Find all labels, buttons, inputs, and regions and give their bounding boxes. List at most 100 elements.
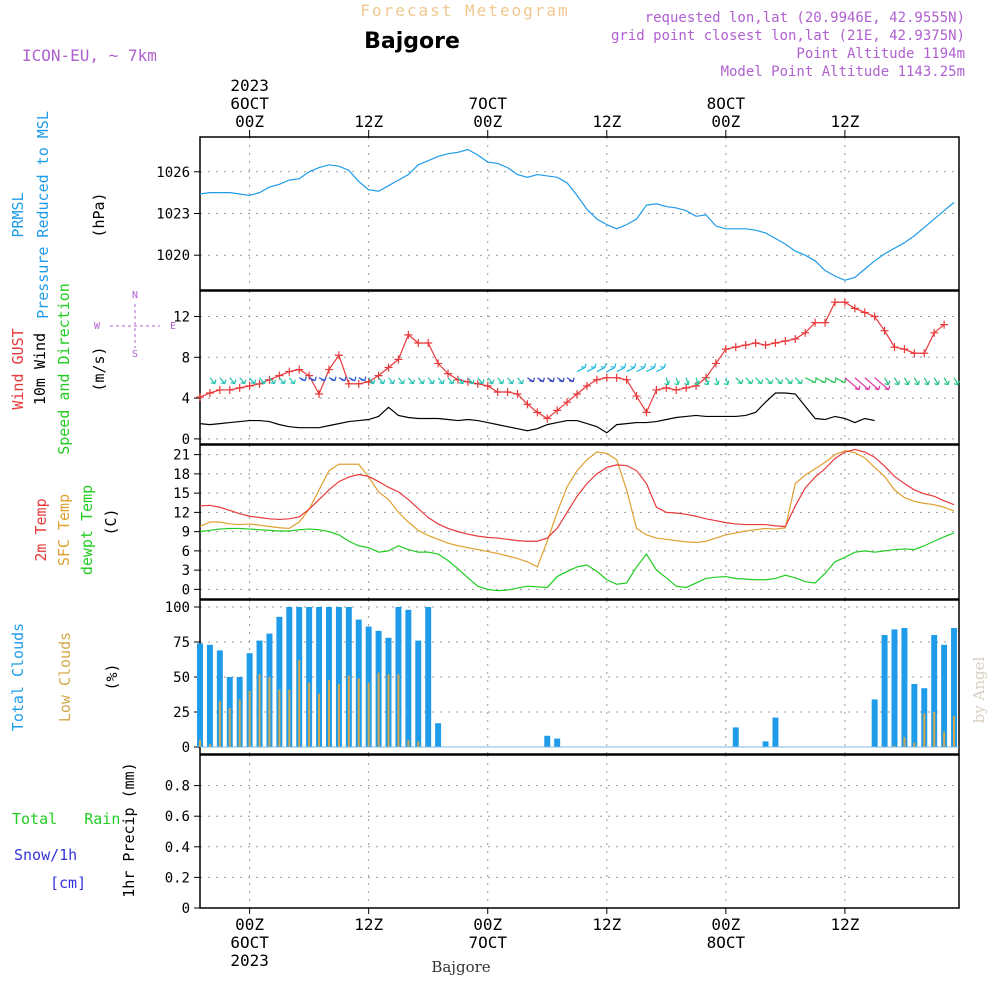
precip-labels: Total Rain Snow/1h [cm] 1hr Precip (mm) [12,762,138,897]
gust-marker-28 [473,379,482,388]
wind-arrow-head--3 [220,379,227,385]
wind-arrow-head-31 [559,377,565,383]
wind-arrow-head-52 [767,379,774,385]
gust-marker-73 [920,349,929,358]
gust-marker-47 [662,383,671,392]
wind-arrow-head-10 [350,376,357,382]
rain-label: Total Rain [12,810,120,828]
temp-labels: 2m Temp SFC Temp dewpt Temp (C) [32,485,120,575]
gust-marker-15 [344,379,353,388]
total-cloud-bar-23 [425,607,432,747]
top-hour-label-2: 00Z [473,112,502,131]
wind-arrow-head-61 [864,385,871,391]
low-cloud-bar-10 [298,660,301,747]
point-altitude: Point Altitude 1194m [796,46,965,62]
ytick-label-3-3: 75 [173,635,190,651]
gust-marker-34 [533,408,542,417]
wind-arrow-head-45 [693,380,700,386]
gust-line [199,301,945,420]
low-cloud-bar-21 [407,740,410,747]
total-cloud-bar-21 [405,609,412,747]
gust-marker-67 [860,308,869,317]
wind-arrow-45 [695,377,699,385]
low-cloud-bar-74 [933,712,936,747]
wind-arrow-head-0 [250,379,257,385]
gust-marker-44 [632,392,641,401]
wind-arrow-head-43 [674,380,680,386]
ytick-label-4-0: 0 [182,901,190,917]
wind-arrow-head-33 [580,363,587,369]
ytick-label-3-0: 0 [182,740,190,756]
wind-arrow-65 [893,377,900,385]
low-cloud-bar-22 [417,741,420,747]
wind-arrow-head-23 [478,379,485,385]
snow-label: Snow/1h [14,846,77,864]
wind-arrow-55 [794,377,802,385]
prmsl-label: PRMSL [9,192,27,237]
ytick-label-2-4: 12 [173,505,190,521]
low-cloud-bar-72 [913,742,916,747]
wind-arrow-head-14 [389,379,396,385]
bottom-hour-label-5: 12Z [830,915,859,934]
prmsl-line [199,148,955,281]
wind-arrow-14 [388,377,394,385]
wind-arrow-41 [656,367,665,373]
wind-arrow-25 [497,377,504,385]
wind-arrow--4 [209,377,216,385]
prmsl-desc-label: Pressure Reduced to MSL [34,111,52,319]
bottom-hour-label-0: 00Z [235,915,264,934]
wind-arrow-head-27 [518,379,525,385]
gust-marker-58 [771,339,780,348]
wind-arrow-head-46 [703,380,710,386]
wind-arrow-head-2 [270,379,277,385]
wind-arrow-head-65 [894,380,901,386]
total-cloud-bar-22 [415,640,422,747]
gust-marker-37 [563,398,572,407]
low-cloud-bar-11 [308,682,311,747]
wind-arrow-1 [259,377,265,385]
wind-arrow-head-25 [498,379,505,385]
wind-arrow-head-3 [280,379,286,385]
bottom-day-label-4: 8OCT [707,933,746,952]
ytick-label-3-2: 50 [173,670,190,686]
wind-arrow-head-39 [640,363,647,369]
wind-arrow-head-38 [630,363,637,369]
gust-marker-6 [255,379,264,388]
gust-marker-29 [483,381,492,390]
wind-arrow-36 [606,367,616,373]
gust-marker-9 [285,367,294,376]
wind-arrow-head-55 [797,379,803,385]
low-cloud-bar-71 [903,737,906,747]
supertitle: Forecast Meteogram [360,1,569,20]
panel-frame-2 [199,444,960,600]
total-cloud-bar-68 [871,699,878,747]
wind-arrow-49 [735,377,743,385]
gust-marker-13 [324,365,333,374]
wind-arrow-46 [705,377,709,385]
gust-marker-35 [543,414,552,423]
wind-arrow-head-17 [419,379,425,385]
gust-marker-14 [334,351,343,360]
top-day-label-2: 7OCT [468,94,507,113]
top-year-label: 2023 [230,76,269,95]
ytick-label-4-1: 0.2 [165,870,190,886]
ytick-label-1-3: 12 [173,310,190,326]
wind-arrow-head-51 [757,379,764,385]
gust-marker-39 [582,381,591,390]
wind-arrow-head-24 [488,379,495,385]
wind-arrow-head-8 [330,376,337,382]
wind-arrow-39 [636,367,645,373]
low-cloud-bar-7 [268,677,271,747]
wind-labels: Wind GUST 10m Wind Speed and Direction (… [9,283,176,455]
wind-arrow-head-11 [360,376,367,382]
wind-arrow-head-21 [458,379,465,385]
wind-arrow-35 [596,367,606,373]
wind-arrow-head-69 [934,380,940,386]
total-cloud-bar-24 [435,723,442,747]
gridpoint-coords: grid point closest lon,lat (21E, 42.9375… [611,28,965,44]
wind-arrow-head-54 [787,379,793,385]
wind-arrow-head-34 [590,363,597,369]
low-cloud-bar-8 [278,689,281,747]
bottom-year-label-0: 2023 [230,951,269,970]
gust-marker-53 [721,345,730,354]
